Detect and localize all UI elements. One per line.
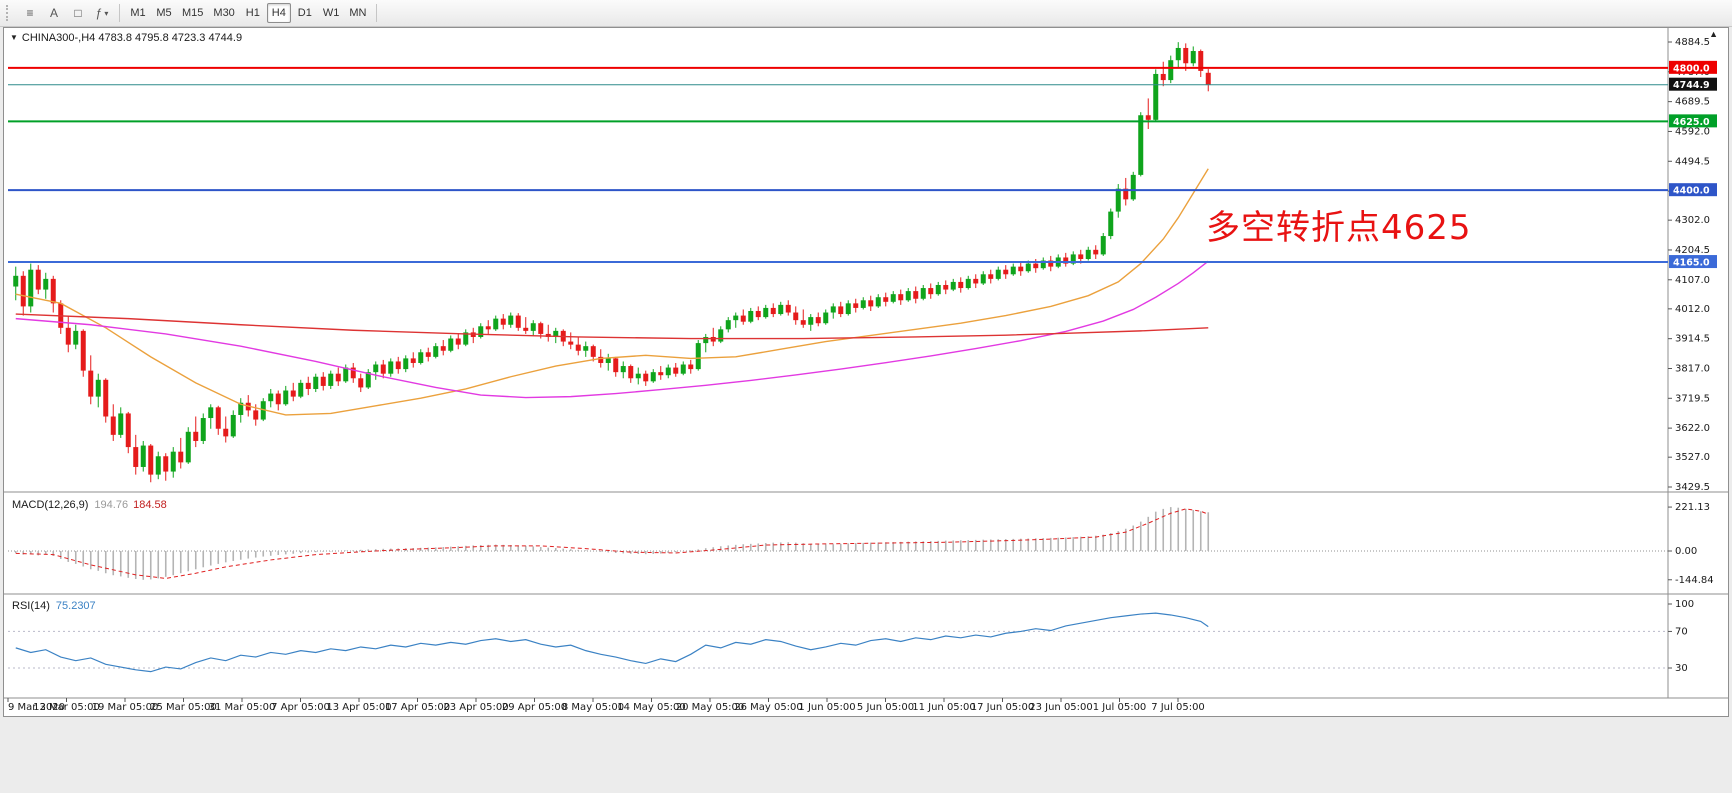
svg-text:13 Mar 05:00: 13 Mar 05:00 <box>33 702 100 713</box>
svg-text:1 Jul 05:00: 1 Jul 05:00 <box>1093 702 1147 713</box>
timeframe-button-h4[interactable]: H4 <box>266 3 291 23</box>
svg-text:100: 100 <box>1675 599 1694 610</box>
toolbar-separator <box>119 4 120 22</box>
toolbar: ≡ A □ ƒ ▾ M1 M5 M15 M30 H1 H4 D1 W1 MN <box>0 0 1732 27</box>
indicators-tool-icon[interactable]: ƒ ▾ <box>95 6 109 20</box>
macd-signal-line <box>15 508 1209 579</box>
svg-text:4494.5: 4494.5 <box>1675 156 1710 167</box>
chart-window: 4884.54787.04689.54592.04494.54397.04302… <box>3 27 1729 717</box>
svg-text:30: 30 <box>1675 663 1688 674</box>
svg-text:8 May 05:00: 8 May 05:00 <box>562 702 624 713</box>
svg-text:3719.5: 3719.5 <box>1675 393 1710 404</box>
ma-fast-orange <box>15 168 1209 416</box>
svg-text:3622.0: 3622.0 <box>1675 423 1710 434</box>
svg-text:1 Jun 05:00: 1 Jun 05:00 <box>798 702 855 713</box>
svg-text:3914.5: 3914.5 <box>1675 334 1710 345</box>
toolbar-grip[interactable] <box>6 5 13 21</box>
macd-signal-value: 184.58 <box>133 499 167 511</box>
macd-histogram <box>14 507 1210 580</box>
timeframe-button-m5[interactable]: M5 <box>156 7 172 19</box>
timeframe-button-m30[interactable]: M30 <box>213 7 235 19</box>
chart-annotation: 多空转折点4625 <box>1206 208 1472 248</box>
svg-text:4625.0: 4625.0 <box>1673 117 1710 128</box>
timeframe-button-m1[interactable]: M1 <box>130 7 146 19</box>
svg-text:9 Mar 2020: 9 Mar 2020 <box>8 702 65 713</box>
dropdown-caret-icon: ▾ <box>104 8 109 18</box>
objects-tool-icon[interactable]: □ <box>74 6 82 20</box>
svg-text:11 Jun 05:00: 11 Jun 05:00 <box>912 702 976 713</box>
svg-text:4592.0: 4592.0 <box>1675 126 1710 137</box>
charts-toolbar-icon[interactable]: ≡ <box>26 6 34 20</box>
hline-4165.0[interactable]: 4165.0 <box>8 255 1717 269</box>
svg-text:221.13: 221.13 <box>1675 502 1710 513</box>
svg-text:4165.0: 4165.0 <box>1673 258 1710 269</box>
svg-text:-144.84: -144.84 <box>1675 575 1714 586</box>
svg-text:4012.0: 4012.0 <box>1675 304 1710 315</box>
timeframe-button-w1[interactable]: W1 <box>322 7 340 19</box>
hline-4744.9[interactable]: 4744.9 <box>8 77 1717 92</box>
rsi-value: 75.2307 <box>55 600 96 612</box>
svg-text:4302.0: 4302.0 <box>1675 215 1710 226</box>
svg-text:17 Apr 05:00: 17 Apr 05:00 <box>385 702 450 713</box>
chart-canvas[interactable]: 4884.54787.04689.54592.04494.54397.04302… <box>4 28 1728 716</box>
svg-text:4400.0: 4400.0 <box>1673 186 1710 197</box>
candles-layer <box>13 42 1211 483</box>
svg-text:23 Apr 05:00: 23 Apr 05:00 <box>443 702 508 713</box>
timeframe-button-h1[interactable]: H1 <box>245 7 260 19</box>
timeframe-button-m15[interactable]: M15 <box>182 7 204 19</box>
svg-text:26 May 05:00: 26 May 05:00 <box>734 702 803 713</box>
svg-text:70: 70 <box>1675 626 1688 637</box>
hline-4400.0[interactable]: 4400.0 <box>8 183 1717 197</box>
hline-4625.0[interactable]: 4625.0 <box>8 114 1717 128</box>
cursor-tool-icon[interactable]: A <box>49 6 58 20</box>
svg-text:29 Apr 05:00: 29 Apr 05:00 <box>502 702 567 713</box>
svg-text:4884.5: 4884.5 <box>1675 37 1710 48</box>
svg-text:25 Mar 05:00: 25 Mar 05:00 <box>150 702 217 713</box>
svg-text:7 Jul 05:00: 7 Jul 05:00 <box>1151 702 1205 713</box>
svg-text:31 Mar 05:00: 31 Mar 05:00 <box>209 702 276 713</box>
svg-text:17 Jun 05:00: 17 Jun 05:00 <box>971 702 1035 713</box>
ma-slow-red <box>15 313 1209 340</box>
macd-main-value: 194.76 <box>94 499 129 511</box>
ma-mid-magenta <box>15 260 1209 399</box>
rsi-name: RSI(14) <box>12 600 50 612</box>
rsi-line <box>15 612 1209 673</box>
hline-4800.0[interactable]: 4800.0 <box>8 60 1717 75</box>
toolbar-icons: ≡ A □ ƒ ▾ <box>19 3 113 23</box>
toolbar-separator <box>376 4 378 22</box>
svg-text:3527.0: 3527.0 <box>1675 452 1710 463</box>
svg-text:5 Jun 05:00: 5 Jun 05:00 <box>857 702 914 713</box>
svg-text:4689.5: 4689.5 <box>1675 97 1710 108</box>
timeframe-button-d1[interactable]: D1 <box>297 7 312 19</box>
chart-title-row: ▼ CHINA300-,H4 4783.8 4795.8 4723.3 4744.… <box>10 32 242 44</box>
svg-text:14 May 05:00: 14 May 05:00 <box>617 702 686 713</box>
timeframe-toolbar: M1 M5 M15 M30 H1 H4 D1 W1 MN <box>126 3 370 23</box>
svg-text:4744.9: 4744.9 <box>1673 80 1710 91</box>
svg-text:4204.5: 4204.5 <box>1675 245 1710 256</box>
svg-text:0.00: 0.00 <box>1675 546 1697 557</box>
svg-text:20 May 05:00: 20 May 05:00 <box>676 702 745 713</box>
svg-text:23 Jun 05:00: 23 Jun 05:00 <box>1029 702 1093 713</box>
timeframe-button-mn[interactable]: MN <box>349 7 367 19</box>
rsi-label: RSI(14) 75.2307 <box>12 600 96 612</box>
svg-text:13 Apr 05:00: 13 Apr 05:00 <box>326 702 391 713</box>
chart-title: CHINA300-,H4 4783.8 4795.8 4723.3 4744.9 <box>21 32 243 44</box>
collapse-arrow-icon[interactable]: ▼ <box>10 33 18 42</box>
svg-text:3429.5: 3429.5 <box>1675 482 1710 493</box>
macd-name: MACD(12,26,9) <box>12 499 89 511</box>
svg-text:3817.0: 3817.0 <box>1675 363 1710 374</box>
macd-label: MACD(12,26,9) 194.76 184.58 <box>12 499 167 511</box>
svg-text:4800.0: 4800.0 <box>1673 63 1710 74</box>
svg-text:19 Mar 05:00: 19 Mar 05:00 <box>92 702 159 713</box>
svg-text:7 Apr 05:00: 7 Apr 05:00 <box>271 702 330 713</box>
svg-text:4107.0: 4107.0 <box>1675 275 1710 286</box>
scroll-to-end-icon[interactable]: ▲ <box>1709 29 1718 39</box>
bottom-strip <box>0 717 1732 793</box>
